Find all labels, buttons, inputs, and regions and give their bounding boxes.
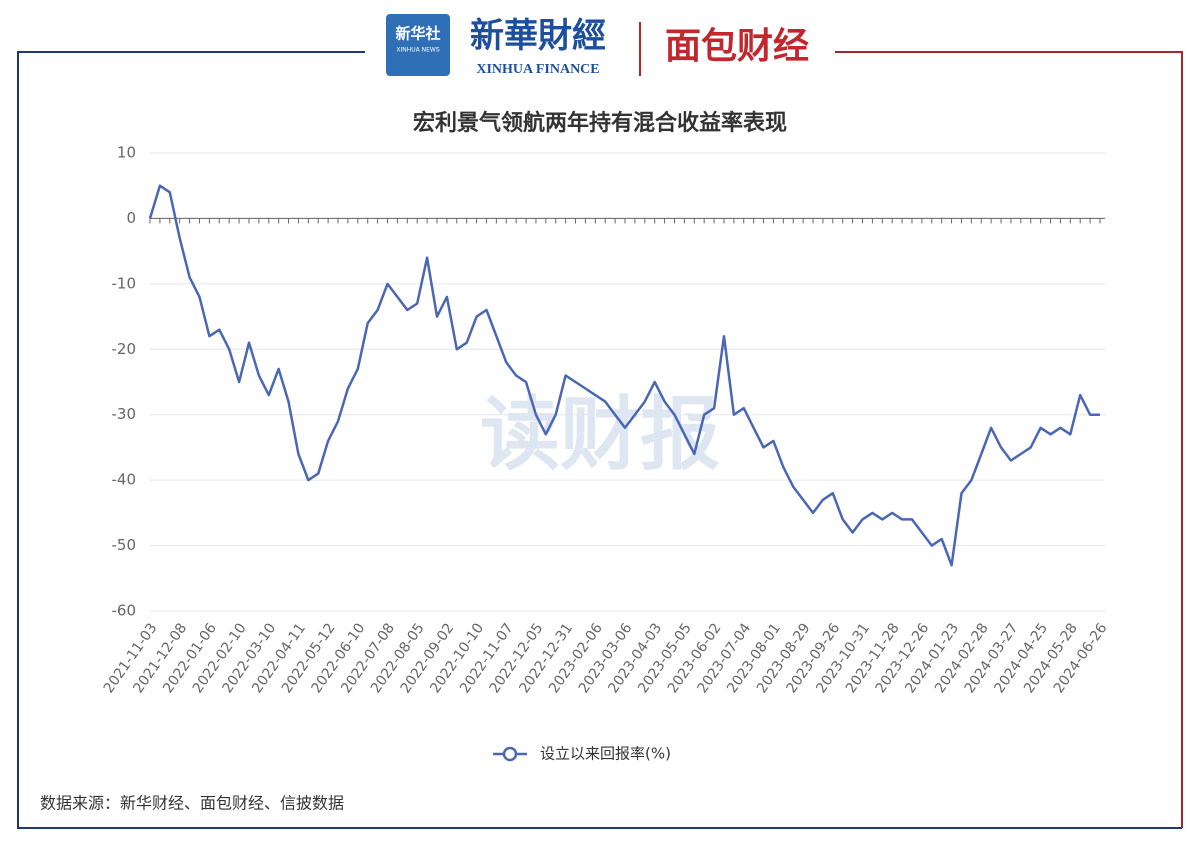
y-tick-label: 0 bbox=[126, 209, 136, 227]
logo3: 面包财经 bbox=[665, 26, 809, 67]
logo2: 新華財經 bbox=[470, 16, 606, 56]
y-tick-label: -20 bbox=[112, 340, 137, 358]
y-tick-label: -10 bbox=[112, 274, 137, 292]
watermark: 读财报 bbox=[480, 388, 720, 481]
y-tick-label: -60 bbox=[112, 602, 137, 620]
logo2-sub: XINHUA FINANCE bbox=[476, 62, 599, 77]
y-tick-label: -40 bbox=[112, 471, 137, 489]
frame-right bbox=[835, 51, 1183, 828]
line-series bbox=[148, 184, 1100, 567]
source: 数据来源：新华财经、面包财经、信披数据 bbox=[40, 794, 344, 813]
logo1-sub: XINHUA NEWS bbox=[396, 47, 439, 54]
y-tick-label: -50 bbox=[112, 536, 137, 554]
logo1: 新华社 bbox=[395, 25, 440, 43]
y-tick-label: 10 bbox=[117, 144, 136, 162]
y-tick-label: -30 bbox=[112, 405, 137, 423]
chart-title: 宏利景气领航两年持有混合收益率表现 bbox=[413, 110, 787, 136]
logo-box bbox=[386, 14, 450, 76]
legend-marker bbox=[502, 746, 518, 762]
frame-left bbox=[17, 51, 1182, 829]
legend-label: 设立以来回报率(%) bbox=[540, 745, 671, 763]
